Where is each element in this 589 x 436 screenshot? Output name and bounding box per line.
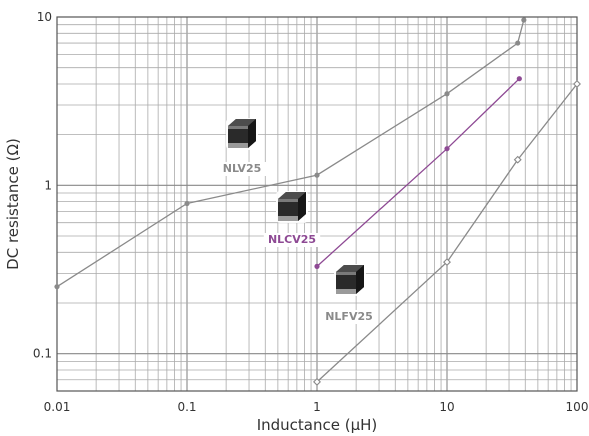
x-tick-label: 0.01 <box>44 400 71 414</box>
series-label-nlv25: NLV25 <box>223 162 262 175</box>
series-label-nlcv25: NLCV25 <box>268 233 316 246</box>
x-tick-label: 0.1 <box>177 400 196 414</box>
point-nlfv25 <box>443 258 451 267</box>
point-nlfv25 <box>313 377 321 386</box>
x-tick-label: 10 <box>439 400 454 414</box>
x-axis-title: Inductance (μH) <box>257 416 378 434</box>
point-nlv25 <box>444 91 450 97</box>
point-nlfv25 <box>573 80 581 88</box>
point-nlv25 <box>314 172 320 178</box>
series-label-bg <box>218 162 266 176</box>
point-nlcv25 <box>516 76 522 82</box>
point-nlv25 <box>184 200 190 207</box>
product-icons <box>226 118 366 296</box>
point-nlcv25 <box>314 263 320 269</box>
y-tick-label: 1 <box>44 178 52 192</box>
series-label-nlfv25: NLFV25 <box>325 310 373 323</box>
series-layer <box>54 17 581 386</box>
point-nlv25 <box>54 284 60 290</box>
component-icon-nlfv25 <box>334 264 366 296</box>
series-line-nlfv25 <box>316 83 578 383</box>
tick-labels: 0.01 0.1 1 10 100 0.1 1 10 <box>33 10 589 414</box>
y-tick-label: 10 <box>37 10 52 24</box>
series-label-bg <box>320 310 378 324</box>
x-tick-label: 100 <box>566 400 589 414</box>
point-nlv25 <box>521 17 527 23</box>
labels: NLV25 NLCV25 NLFV25 <box>218 162 378 324</box>
component-icon-nlv25 <box>226 118 258 150</box>
series-label-bg <box>263 233 321 247</box>
point-nlcv25 <box>444 146 450 152</box>
grid <box>57 17 577 391</box>
y-tick-label: 0.1 <box>33 347 52 361</box>
series-line-nlv25 <box>56 19 525 288</box>
point-nlv25 <box>515 40 521 46</box>
component-icon-nlcv25 <box>276 191 308 223</box>
plot-frame <box>56 16 578 392</box>
x-tick-label: 1 <box>313 400 321 414</box>
y-axis-title: DC resistance (Ω) <box>4 138 22 270</box>
point-nlfv25 <box>513 155 522 164</box>
